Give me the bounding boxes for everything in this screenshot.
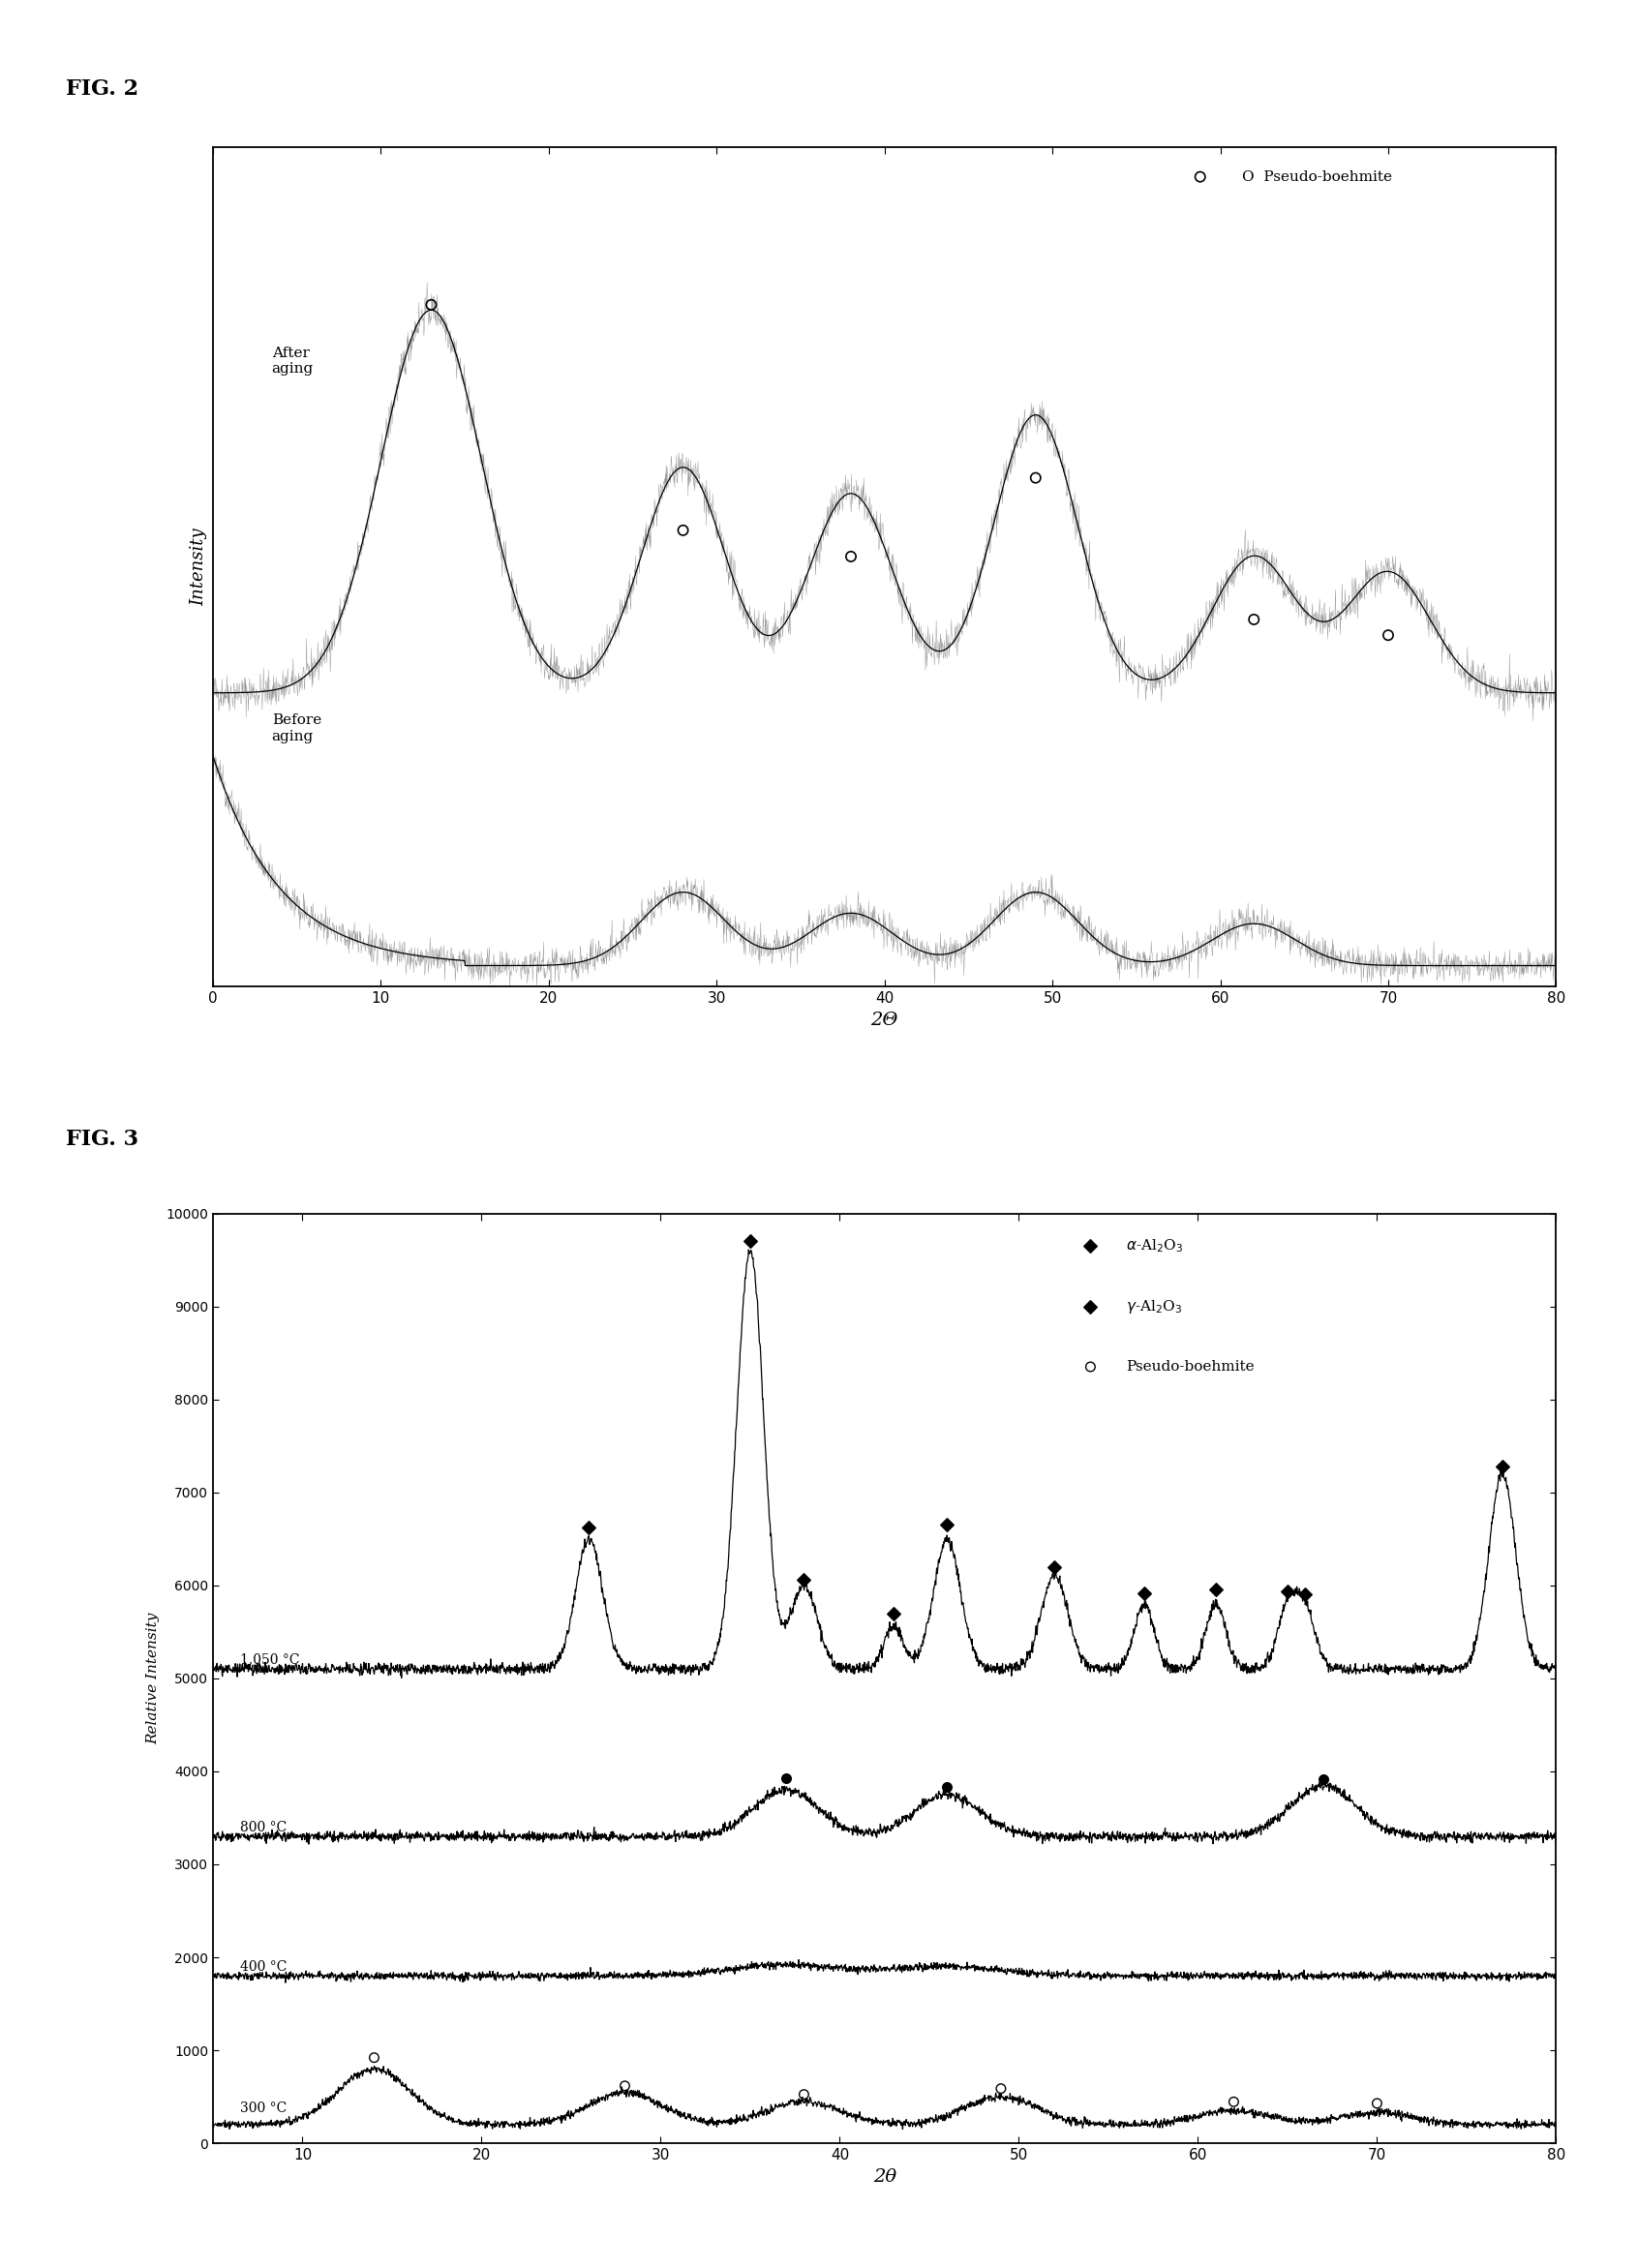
Point bbox=[1022, 460, 1048, 497]
Point bbox=[418, 286, 444, 322]
Text: $\alpha$-Al$_2$O$_3$: $\alpha$-Al$_2$O$_3$ bbox=[1127, 1238, 1183, 1254]
Text: Before
aging: Before aging bbox=[272, 714, 321, 744]
Point bbox=[934, 1506, 960, 1542]
X-axis label: 2Θ: 2Θ bbox=[871, 1012, 898, 1030]
Text: 400 °C: 400 °C bbox=[239, 1960, 287, 1973]
Point bbox=[1078, 1227, 1104, 1263]
Point bbox=[1042, 1549, 1068, 1585]
Point bbox=[1078, 1288, 1104, 1325]
Text: FIG. 2: FIG. 2 bbox=[66, 79, 138, 100]
Text: FIG. 3: FIG. 3 bbox=[66, 1129, 138, 1150]
Point bbox=[737, 1222, 763, 1259]
Y-axis label: Relative Intensity: Relative Intensity bbox=[147, 1613, 161, 1744]
Point bbox=[773, 1760, 799, 1796]
Point bbox=[1220, 2084, 1247, 2121]
Text: 1,050 °C: 1,050 °C bbox=[239, 1653, 300, 1667]
Point bbox=[837, 538, 865, 574]
Point bbox=[791, 1563, 817, 1599]
Point bbox=[1132, 1576, 1158, 1613]
Point bbox=[1374, 617, 1400, 653]
Point bbox=[934, 1769, 960, 1805]
Point bbox=[1310, 1762, 1337, 1799]
Point bbox=[1242, 601, 1268, 637]
Point bbox=[1364, 2084, 1391, 2121]
X-axis label: 2θ: 2θ bbox=[873, 2168, 896, 2186]
Point bbox=[360, 2039, 387, 2075]
Point bbox=[1292, 1576, 1319, 1613]
Text: After
aging: After aging bbox=[272, 347, 313, 376]
Point bbox=[670, 513, 696, 549]
Point bbox=[1489, 1449, 1515, 1486]
Point bbox=[611, 2068, 637, 2105]
Point bbox=[577, 1508, 603, 1545]
Text: $\gamma$-Al$_2$O$_3$: $\gamma$-Al$_2$O$_3$ bbox=[1127, 1297, 1183, 1315]
Point bbox=[1274, 1574, 1301, 1610]
Point bbox=[880, 1594, 906, 1631]
Text: O  Pseudo-boehmite: O Pseudo-boehmite bbox=[1242, 170, 1392, 184]
Point bbox=[791, 2075, 817, 2112]
Point bbox=[988, 2071, 1014, 2107]
Text: 300 °C: 300 °C bbox=[239, 2100, 287, 2114]
Y-axis label: Intensity: Intensity bbox=[190, 528, 208, 606]
Text: Pseudo-boehmite: Pseudo-boehmite bbox=[1127, 1361, 1255, 1374]
Point bbox=[1202, 1572, 1228, 1608]
Point bbox=[1188, 159, 1214, 195]
Text: 800 °C: 800 °C bbox=[239, 1821, 287, 1835]
Point bbox=[1078, 1349, 1104, 1386]
